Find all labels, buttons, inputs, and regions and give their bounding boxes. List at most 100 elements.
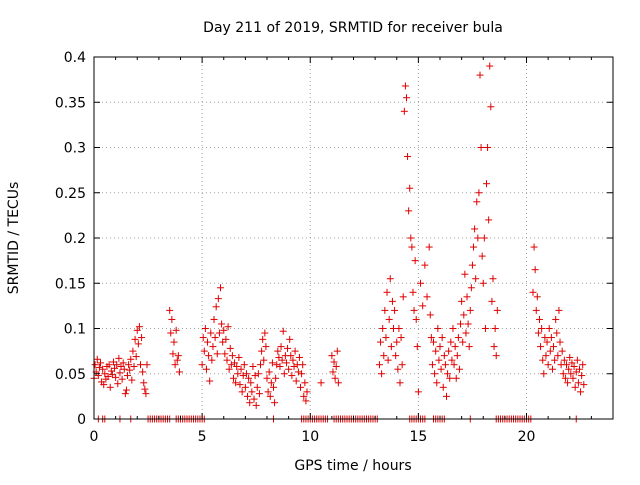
data-point — [134, 340, 142, 348]
grid — [94, 57, 613, 419]
data-point — [454, 334, 462, 342]
data-point — [209, 343, 217, 351]
data-point — [260, 356, 268, 364]
data-point — [276, 363, 284, 371]
data-point — [223, 356, 231, 364]
data-point — [116, 369, 124, 377]
data-point — [287, 352, 295, 360]
data-point — [199, 334, 207, 342]
data-point — [475, 189, 483, 197]
data-point — [111, 364, 119, 372]
data-point — [253, 383, 261, 391]
data-point — [410, 306, 418, 314]
data-point — [470, 243, 478, 251]
data-point — [449, 325, 457, 332]
data-point — [238, 388, 246, 396]
data-point — [458, 297, 466, 305]
data-point — [333, 347, 341, 355]
data-point — [261, 329, 269, 337]
x-tick-label: 5 — [198, 429, 207, 445]
data-point — [130, 363, 138, 371]
data-point — [225, 365, 233, 373]
data-point — [300, 392, 308, 400]
data-point — [205, 352, 213, 360]
data-point — [439, 383, 447, 391]
data-point — [222, 335, 230, 343]
data-point — [544, 361, 552, 369]
data-point — [263, 374, 271, 382]
data-point — [240, 361, 248, 369]
data-point — [573, 356, 581, 364]
data-point — [459, 338, 467, 346]
data-point — [120, 365, 128, 373]
data-point — [445, 347, 453, 355]
data-point — [291, 347, 299, 355]
y-tick-label: 0 — [77, 412, 86, 428]
data-point — [442, 392, 450, 400]
data-point — [128, 376, 136, 384]
data-point — [125, 361, 133, 369]
data-point — [452, 374, 460, 382]
data-point — [375, 361, 383, 369]
data-point — [462, 329, 470, 337]
data-point — [255, 390, 263, 398]
data-point — [210, 315, 218, 323]
data-point — [547, 334, 555, 342]
data-point — [206, 377, 214, 385]
data-point — [428, 361, 436, 369]
data-point — [167, 329, 175, 337]
data-point — [328, 352, 336, 360]
data-point — [383, 288, 391, 296]
data-point — [175, 368, 183, 376]
data-point — [96, 359, 104, 367]
data-point — [396, 379, 404, 387]
data-point — [558, 347, 566, 355]
data-point — [486, 62, 494, 70]
data-point — [407, 234, 415, 242]
data-point — [448, 356, 456, 364]
data-point — [548, 365, 556, 373]
data-point — [473, 198, 481, 206]
x-tick-label: 0 — [90, 429, 99, 445]
data-point — [237, 365, 245, 373]
data-point — [93, 355, 101, 363]
data-point — [489, 275, 497, 283]
data-point — [534, 329, 542, 337]
data-point — [377, 338, 385, 346]
data-point — [226, 344, 234, 352]
data-point — [136, 361, 144, 369]
data-point — [235, 353, 243, 361]
data-point — [425, 243, 433, 251]
data-point — [288, 372, 296, 380]
data-point — [569, 374, 577, 382]
data-point — [575, 365, 583, 373]
data-point — [334, 379, 342, 387]
data-point — [391, 306, 399, 314]
data-point — [294, 368, 302, 376]
data-point — [566, 353, 574, 361]
y-axis-label: SRMTID / TECUs — [6, 182, 22, 295]
data-point — [236, 381, 244, 389]
data-point — [492, 352, 500, 360]
data-point — [559, 370, 567, 378]
data-point — [279, 327, 287, 335]
data-point — [472, 275, 480, 283]
data-point — [567, 370, 575, 378]
data-point — [289, 356, 297, 364]
data-point — [574, 379, 582, 387]
data-point — [451, 343, 459, 351]
data-point — [570, 363, 578, 371]
x-tick-label: 15 — [409, 429, 427, 445]
data-point — [266, 392, 274, 400]
data-point — [419, 302, 427, 310]
x-tick-label: 20 — [518, 429, 536, 445]
data-point — [399, 293, 407, 301]
data-point — [535, 315, 543, 323]
data-point — [215, 329, 223, 337]
data-point — [286, 335, 294, 343]
data-point — [471, 225, 479, 233]
data-point — [201, 325, 209, 332]
data-point — [252, 401, 260, 409]
data-point — [564, 379, 572, 387]
